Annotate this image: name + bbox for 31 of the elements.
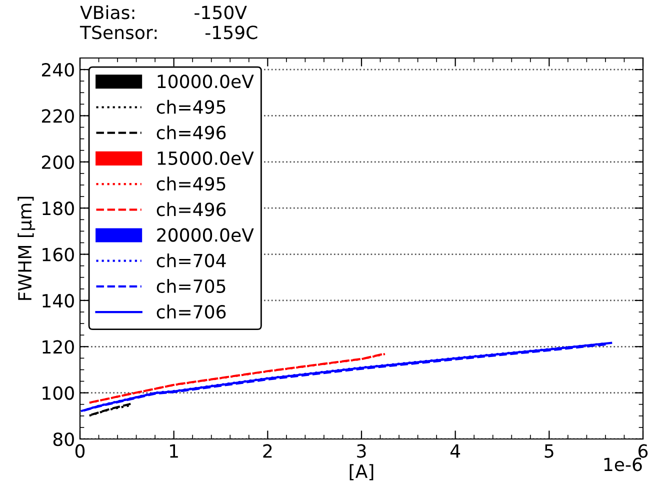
y-tick-label: 140 [42,294,74,308]
x-tick-label: 5 [544,444,554,458]
legend-label: ch=496 [156,202,226,216]
legend-label: ch=706 [156,304,226,319]
text: TSensor: -159C [80,26,258,40]
legend-label: ch=704 [156,253,226,268]
x-tick-label: 1 [170,444,178,458]
x-tick-label: 3 [357,444,366,458]
x-tick-label: 4 [450,444,460,458]
legend-label: ch=705 [156,279,226,294]
text: VBias: -150V [80,5,247,20]
text: 1e-6 [604,458,642,472]
x-tick-label: 0 [75,444,85,458]
legend-label: 10000.0eV [158,74,254,88]
y-tick-label: 180 [42,202,74,216]
y-tick-label: 120 [42,340,74,354]
legend-label: 15000.0eV [158,151,254,166]
legend-label: 20000.0eV [157,228,254,242]
x-axis-title: [A] [350,464,374,480]
x-tick-label: 6 [638,444,648,458]
y-tick-label: 80 [53,432,74,446]
y-tick-label: 100 [42,386,74,400]
y-axis-title: FWHM [µm] [18,196,36,300]
y-tick-label: 200 [42,155,74,170]
legend-label: ch=495 [156,176,226,191]
legend-label: ch=496 [156,125,226,140]
x-tick-label: 2 [263,444,272,458]
y-tick-label: 160 [42,248,74,262]
legend-label: ch=495 [156,100,226,114]
y-tick-label: 220 [42,109,74,123]
y-tick-label: 240 [42,63,74,77]
